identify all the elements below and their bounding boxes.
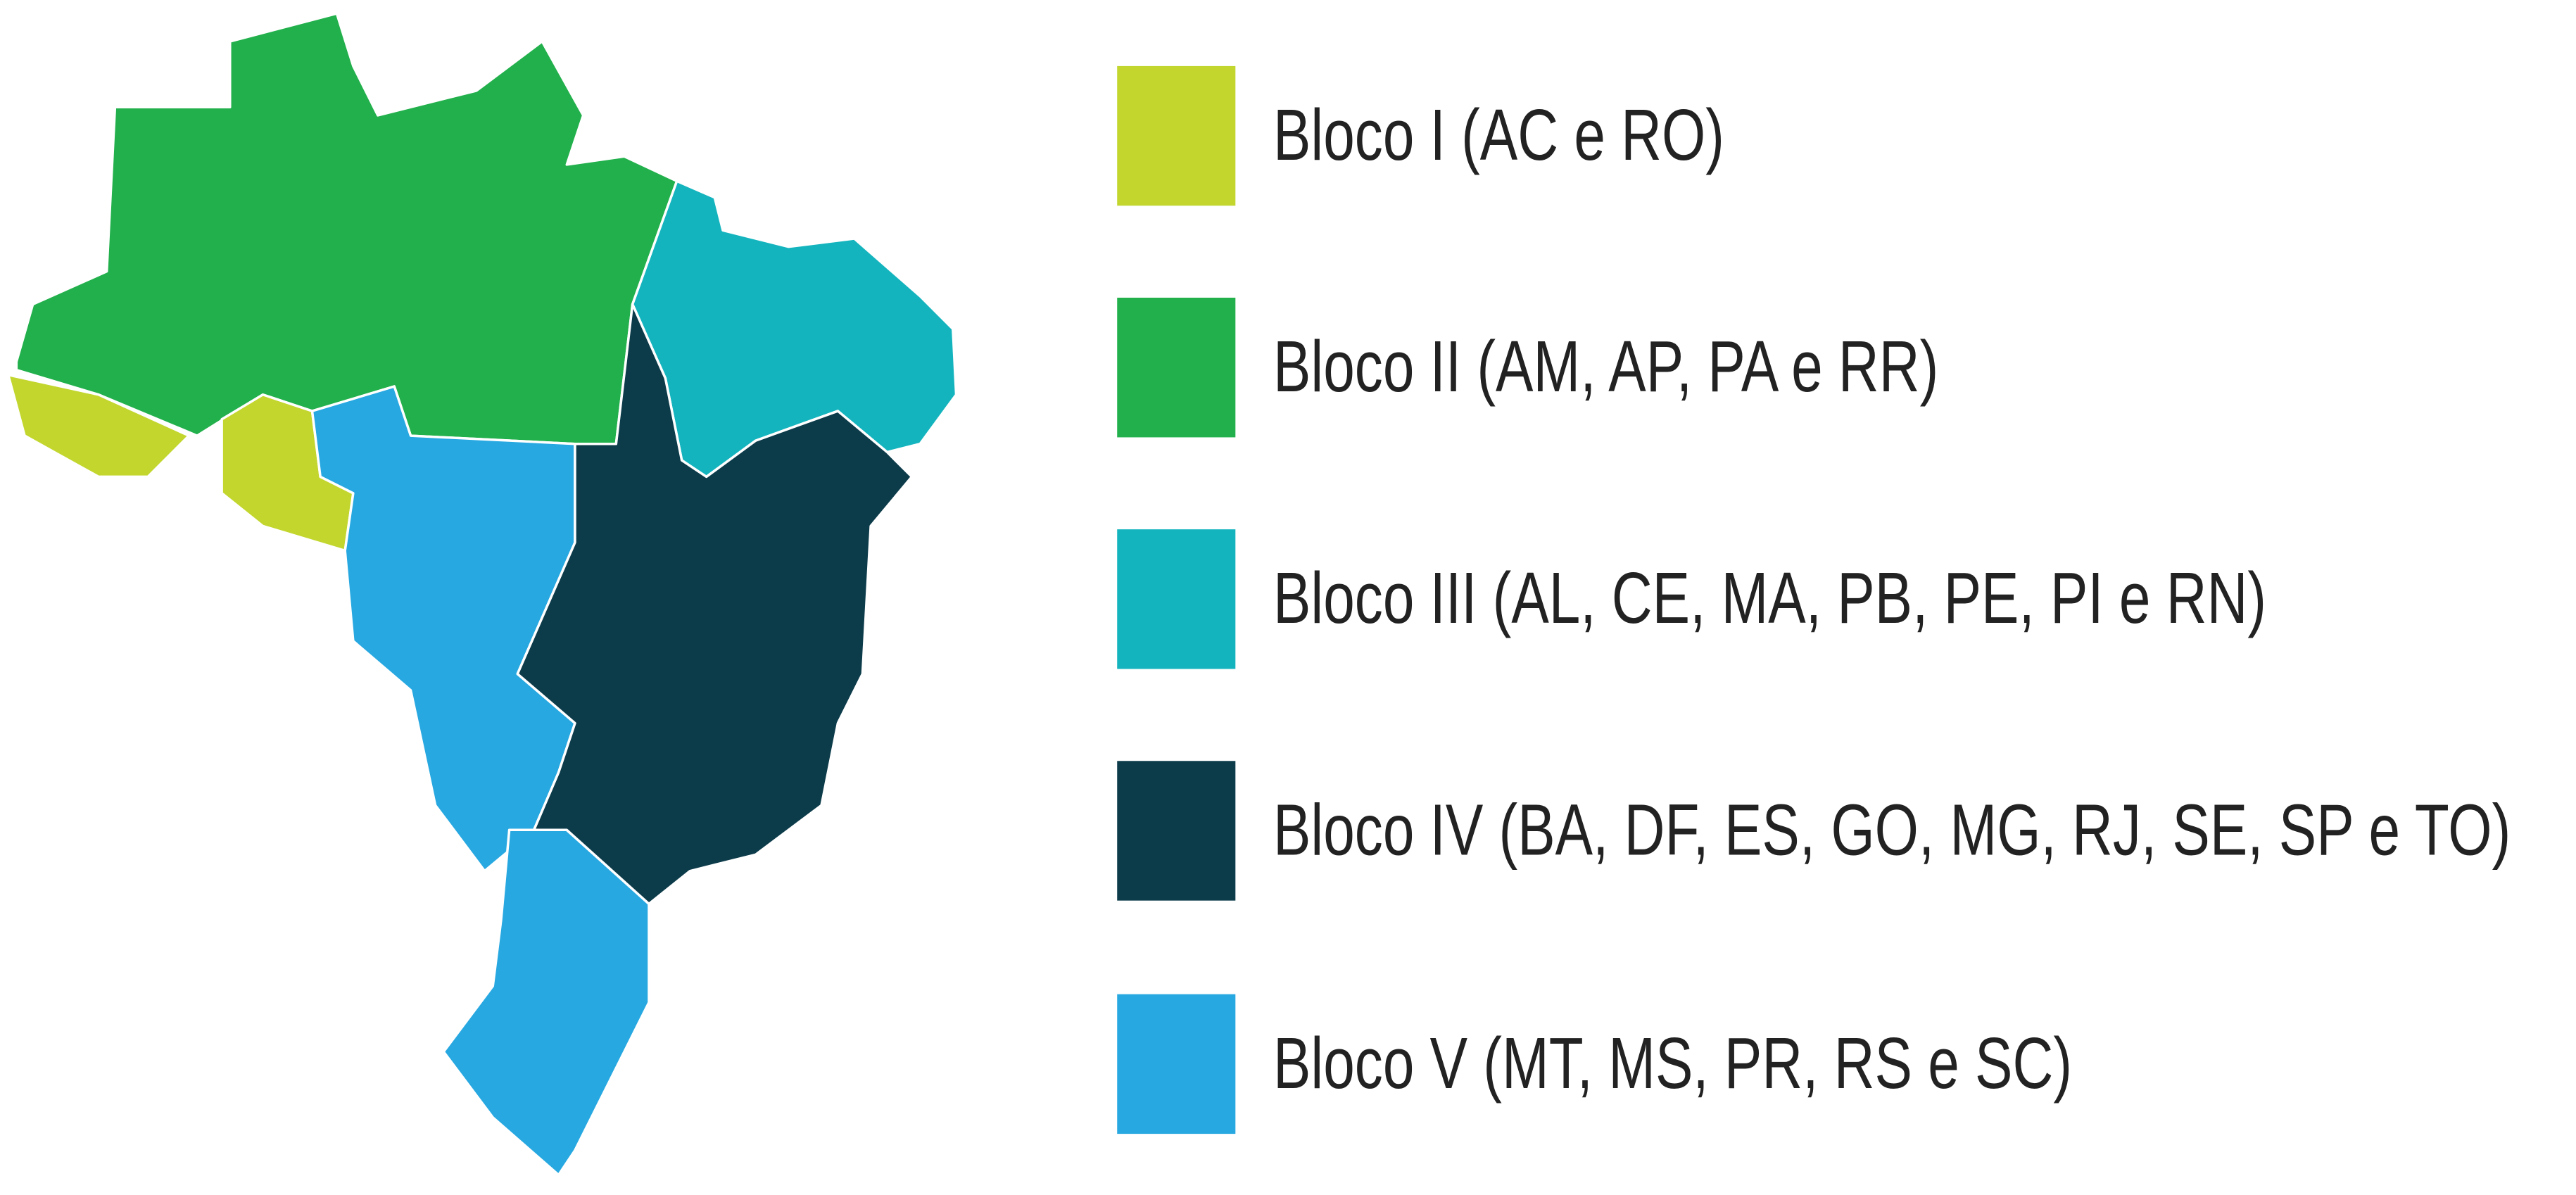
legend-label: Bloco IV (BA, DF, ES, GO, MG, RJ, SE, SP… (1273, 790, 2511, 871)
legend-entry: Bloco II (AM, AP, PA e RR) (1273, 327, 1938, 407)
legend-swatch (1117, 65, 1236, 206)
legend-label: Bloco III (AL, CE, MA, PB, PE, PI e RN) (1273, 558, 2266, 639)
region-southeast (516, 303, 914, 906)
legend-entry: Bloco III (AL, CE, MA, PB, PE, PI e RN) (1273, 558, 2266, 639)
legend: Bloco I (AC e RO) Bloco II (AM, AP, PA e … (1117, 65, 2511, 1134)
legend-swatch (1117, 994, 1236, 1134)
legend-label: Bloco V (MT, MS, PR, RS e SC) (1273, 1023, 2072, 1104)
legend-swatch (1117, 529, 1236, 669)
region-north (15, 12, 678, 445)
region-south (442, 828, 650, 1177)
legend-entry: Bloco IV (BA, DF, ES, GO, MG, RJ, SE, SP… (1273, 790, 2511, 871)
brazil-map (6, 12, 958, 1177)
region-ac (6, 373, 191, 479)
legend-label: Bloco I (AC e RO) (1273, 94, 1724, 175)
legend-swatch (1117, 298, 1236, 438)
legend-label: Bloco II (AM, AP, PA e RR) (1273, 327, 1938, 407)
legend-swatch (1117, 761, 1236, 901)
region-center-west (310, 385, 576, 873)
legend-entry: Bloco I (AC e RO) (1273, 94, 1724, 175)
legend-entry: Bloco V (MT, MS, PR, RS e SC) (1273, 1023, 2072, 1104)
